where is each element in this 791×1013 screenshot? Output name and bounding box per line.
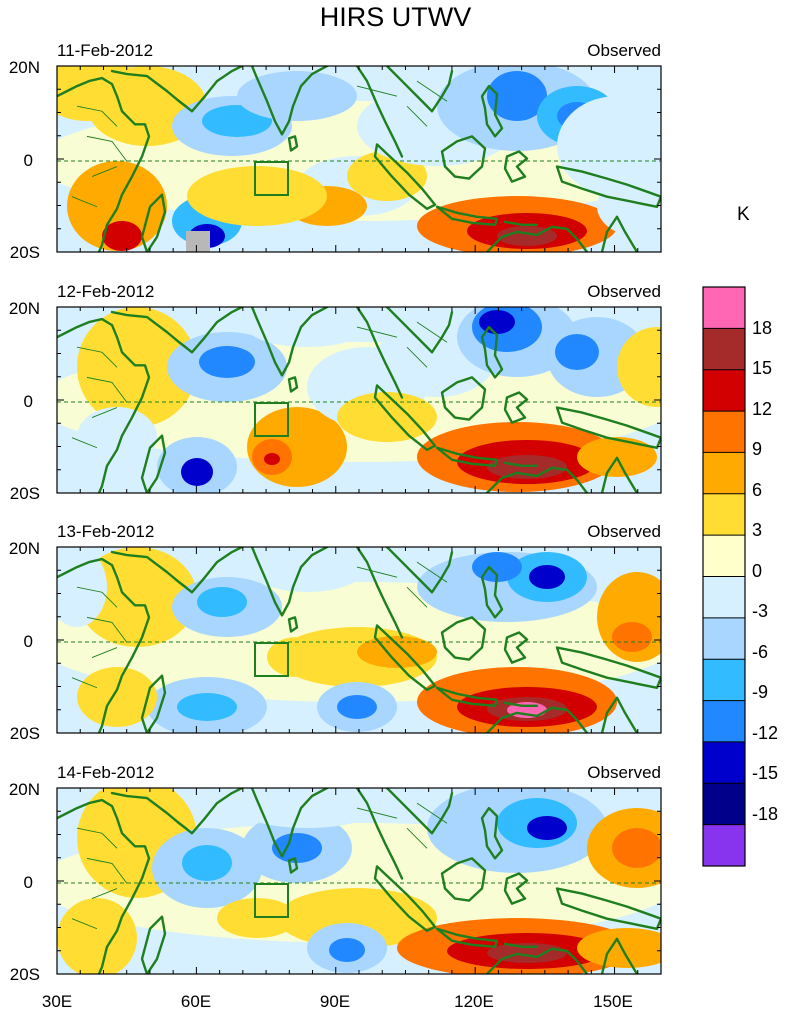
colorbar-swatch: [703, 700, 745, 743]
colorbar-swatch: [703, 617, 745, 660]
field-contour: [267, 637, 327, 677]
panel-3-source: Observed: [587, 522, 661, 541]
panel-4-source: Observed: [587, 763, 661, 782]
colorbar-label: 6: [752, 480, 763, 500]
lon-label-90e: 90E: [319, 992, 351, 1011]
panel-1-date: 11-Feb-2012: [57, 41, 154, 60]
field-contour: [487, 71, 547, 121]
field-contour: [57, 547, 107, 627]
field-contour: [529, 565, 565, 589]
lat-label-0: 0: [23, 632, 33, 651]
field-contour: [337, 392, 437, 442]
field-contour: [617, 327, 661, 407]
field-contour: [247, 307, 367, 347]
lat-label-20s: 20S: [9, 243, 40, 262]
colorbar-label: 3: [752, 520, 763, 540]
field-contour: [77, 307, 197, 427]
field-contour: [612, 622, 652, 652]
field-contour: [527, 816, 567, 840]
field-contour: [329, 938, 365, 962]
colorbar-label: 9: [752, 439, 763, 459]
field-contour: [612, 828, 661, 868]
field-contour: [181, 458, 213, 486]
figure-title: HIRS UTWV: [319, 2, 472, 32]
colorbar-swatch: [703, 824, 745, 867]
panel-2-source: Observed: [587, 282, 661, 301]
missing-data-patch: [186, 231, 210, 252]
field-contour: [182, 845, 232, 881]
region-box: [254, 402, 289, 437]
field-contour: [237, 788, 377, 828]
panel-3-date: 13-Feb-2012: [57, 522, 155, 541]
lon-label-30e: 30E: [41, 992, 73, 1011]
colorbar-swatch: [703, 659, 745, 702]
region-box: [254, 883, 289, 918]
lat-label-20n: 20N: [8, 58, 40, 77]
field-contour: [555, 334, 599, 370]
field-contour: [57, 898, 137, 974]
panel-2-date: 12-Feb-2012: [57, 282, 155, 301]
colorbar-swatch: [703, 287, 745, 329]
colorbar-swatch: [703, 328, 745, 371]
colorbar-swatch: [703, 411, 745, 453]
lat-label-20n: 20N: [8, 299, 40, 318]
lat-label-20n: 20N: [8, 780, 40, 799]
field-contour: [264, 453, 280, 465]
lat-label-20s: 20S: [9, 484, 40, 503]
field-contour: [57, 66, 137, 121]
colorbar-swatch: [703, 576, 745, 619]
map-panel-4: [56, 787, 662, 975]
panel-1-source: Observed: [587, 41, 661, 60]
map-panel-1: [56, 65, 662, 253]
colorbar-frame: [702, 286, 746, 867]
colorbar-label: -3: [752, 601, 769, 621]
region-box: [254, 642, 289, 677]
colorbar-swatch: [703, 452, 745, 495]
lon-label-150e: 150E: [593, 992, 633, 1011]
colorbar-swatch: [703, 493, 745, 536]
lat-label-0: 0: [23, 392, 33, 411]
map-panel-2: [56, 306, 662, 494]
lat-label-20s: 20S: [9, 724, 40, 743]
field-contour: [247, 547, 367, 592]
lat-label-20s: 20S: [9, 965, 40, 984]
colorbar-swatch: [703, 535, 745, 577]
colorbar-label: -9: [752, 682, 769, 702]
colorbar-label: -15: [752, 763, 779, 783]
field-contour: [197, 587, 247, 617]
field-contour: [357, 636, 437, 668]
field-contour: [272, 833, 322, 863]
colorbar: [702, 286, 746, 867]
panel-4-date: 14-Feb-2012: [57, 763, 155, 782]
colorbar-label: 12: [752, 399, 773, 419]
lat-label-0: 0: [23, 151, 33, 170]
colorbar-label: 0: [752, 561, 763, 581]
colorbar-label: -12: [752, 723, 779, 743]
field-contour: [77, 667, 157, 727]
field-contour: [77, 407, 157, 467]
colorbar-swatch: [703, 783, 745, 826]
lat-label-20n: 20N: [8, 539, 40, 558]
field-contour: [577, 928, 661, 968]
field-contour: [177, 693, 237, 721]
colorbar-label: 15: [752, 358, 773, 378]
colorbar-swatch: [703, 741, 745, 784]
map-panel-3: [56, 546, 662, 734]
colorbar-label: -18: [752, 804, 779, 824]
field-contour: [199, 346, 255, 378]
colorbar-label: -6: [752, 642, 769, 662]
field-contour: [102, 221, 142, 251]
colorbar-swatch: [703, 369, 745, 412]
colorbar-label: 18: [752, 318, 773, 338]
lat-label-0: 0: [23, 873, 33, 892]
lon-label-60e: 60E: [180, 992, 212, 1011]
field-contour: [479, 310, 515, 334]
field-contour: [337, 695, 377, 719]
field-contour: [347, 151, 427, 201]
colorbar-unit: K: [737, 204, 750, 225]
lon-label-120e: 120E: [454, 992, 494, 1011]
region-box: [254, 161, 289, 196]
